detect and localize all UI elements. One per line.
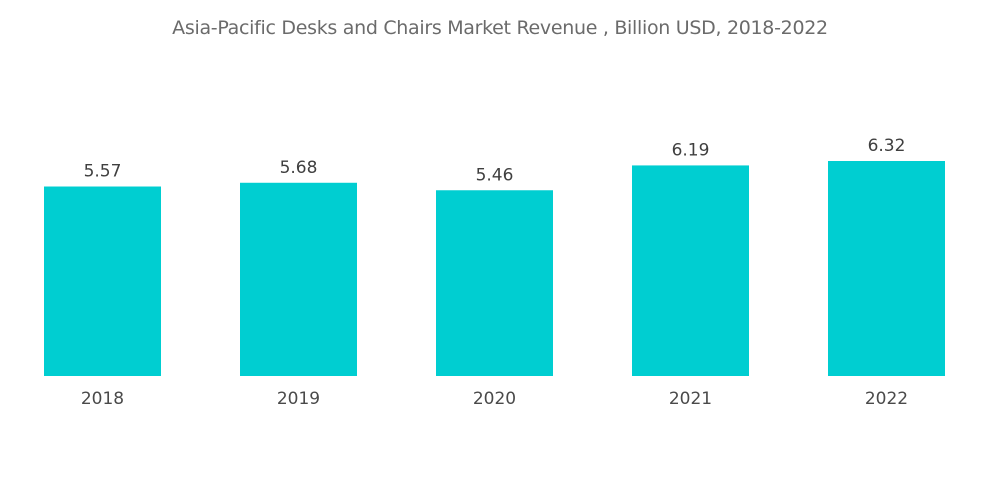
x-tick-2021: 2021 [669, 389, 712, 409]
data-label-2019: 5.68 [280, 158, 318, 178]
bar-2019 [240, 182, 357, 376]
x-tick-2019: 2019 [277, 389, 320, 409]
data-label-2021: 6.19 [672, 140, 710, 160]
x-tick-2020: 2020 [473, 389, 516, 409]
x-tick-2018: 2018 [81, 389, 124, 409]
bar-2020 [436, 190, 553, 376]
bar-2021 [632, 165, 749, 376]
chart-title: Asia-Pacific Desks and Chairs Market Rev… [172, 17, 828, 39]
data-label-2020: 5.46 [476, 165, 514, 185]
x-tick-2022: 2022 [865, 389, 908, 409]
bar-2022 [828, 161, 945, 376]
bar-2018 [44, 186, 161, 376]
data-label-2022: 6.32 [868, 136, 906, 156]
data-label-2018: 5.57 [84, 162, 122, 182]
